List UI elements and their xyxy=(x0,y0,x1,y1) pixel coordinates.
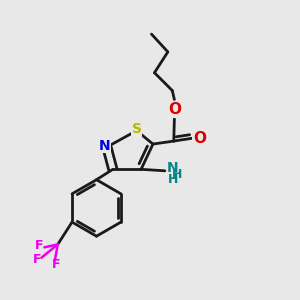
Text: N: N xyxy=(99,139,110,152)
Text: F: F xyxy=(35,239,44,252)
Text: N: N xyxy=(167,161,178,175)
Text: O: O xyxy=(168,102,181,117)
Text: S: S xyxy=(132,122,142,136)
Text: O: O xyxy=(193,130,206,146)
Text: H: H xyxy=(172,168,182,181)
Text: F: F xyxy=(33,253,42,266)
Text: F: F xyxy=(52,258,61,271)
Text: H: H xyxy=(168,173,178,186)
